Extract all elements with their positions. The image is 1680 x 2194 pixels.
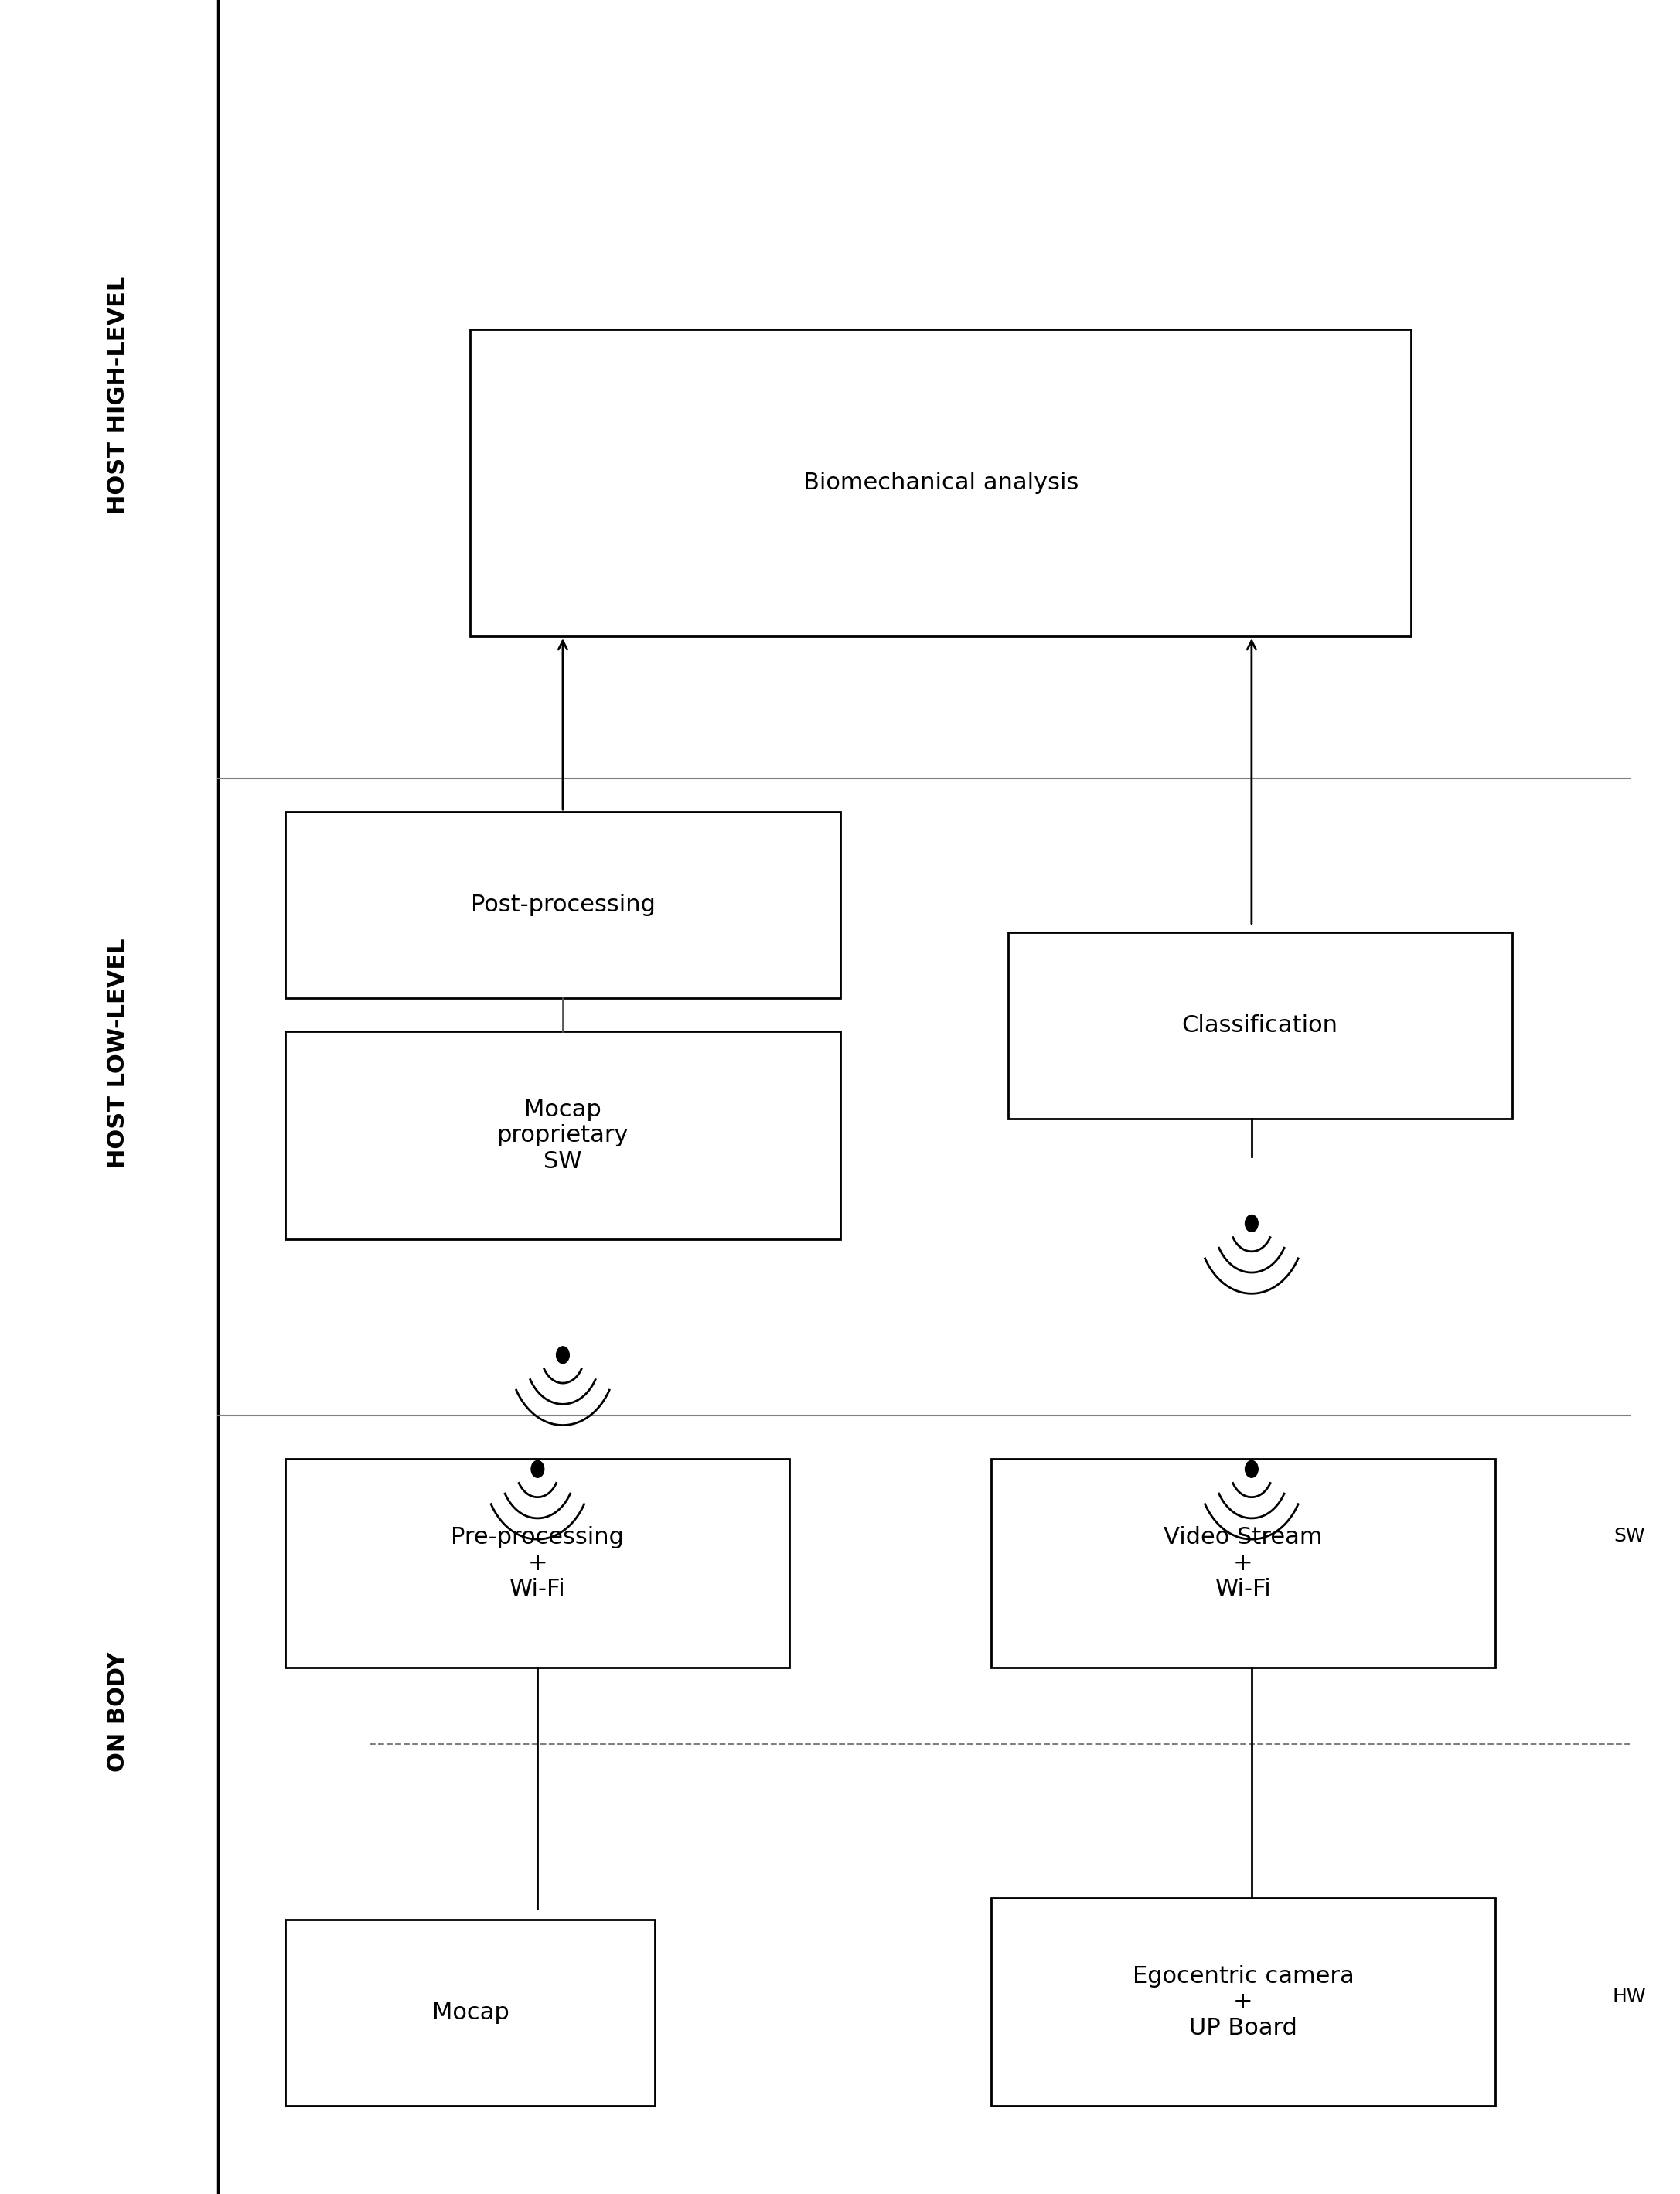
Circle shape	[1245, 1461, 1258, 1477]
Text: ON BODY: ON BODY	[106, 1652, 129, 1771]
FancyBboxPatch shape	[991, 1459, 1495, 1667]
Text: HOST HIGH-LEVEL: HOST HIGH-LEVEL	[106, 276, 129, 513]
FancyBboxPatch shape	[991, 1898, 1495, 2106]
FancyBboxPatch shape	[286, 1031, 840, 1240]
Text: Mocap: Mocap	[432, 2001, 509, 2025]
Circle shape	[556, 1347, 570, 1362]
FancyBboxPatch shape	[470, 329, 1411, 636]
Text: Classification: Classification	[1183, 1014, 1337, 1038]
Text: Mocap
proprietary
SW: Mocap proprietary SW	[497, 1099, 628, 1172]
FancyBboxPatch shape	[286, 1920, 655, 2106]
FancyBboxPatch shape	[286, 812, 840, 998]
Text: Pre-processing
+
Wi-Fi: Pre-processing + Wi-Fi	[450, 1527, 625, 1599]
Text: SW: SW	[1614, 1527, 1645, 1545]
FancyBboxPatch shape	[286, 1459, 790, 1667]
Text: HW: HW	[1613, 1988, 1646, 2005]
Text: Egocentric camera
+
UP Board: Egocentric camera + UP Board	[1132, 1966, 1354, 2038]
Text: Biomechanical analysis: Biomechanical analysis	[803, 472, 1079, 494]
Circle shape	[531, 1461, 544, 1477]
Text: Video Stream
+
Wi-Fi: Video Stream + Wi-Fi	[1164, 1527, 1322, 1599]
FancyBboxPatch shape	[1008, 932, 1512, 1119]
Circle shape	[1245, 1215, 1258, 1231]
Text: HOST LOW-LEVEL: HOST LOW-LEVEL	[106, 939, 129, 1167]
Text: Post-processing: Post-processing	[470, 893, 655, 917]
